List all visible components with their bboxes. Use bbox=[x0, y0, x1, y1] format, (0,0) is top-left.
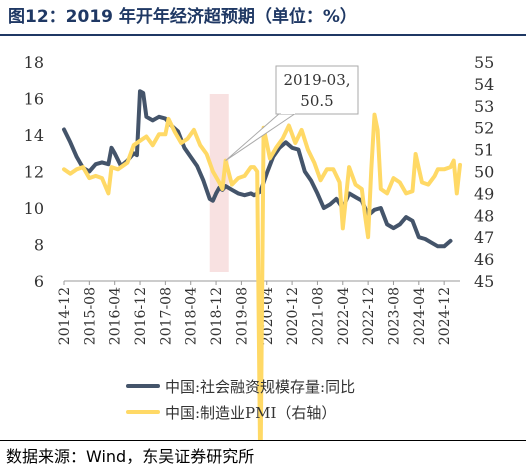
y-left-tick-label: 8 bbox=[34, 236, 44, 255]
callout-box bbox=[275, 65, 359, 115]
chart-svg: 2014-12 2015-08 2016-04 2016-12 2017-08 2018-… bbox=[24, 53, 495, 440]
x-tick-label: 2020-12 bbox=[285, 287, 301, 345]
y-right-tick-label: 50 bbox=[474, 163, 494, 182]
y-right-tick-label: 49 bbox=[474, 184, 494, 203]
legend-label: 中国:社会融资规模存量:同比 bbox=[165, 378, 355, 396]
callout-text-line2: 50.5 bbox=[300, 92, 333, 110]
x-tick-label: 2014-12 bbox=[57, 287, 73, 345]
x-tick-label: 2016-04 bbox=[108, 287, 124, 345]
axes-layer: 2014-12 2015-08 2016-04 2016-12 2017-08 2018-… bbox=[24, 53, 495, 345]
y-left-tick-label: 18 bbox=[24, 53, 44, 72]
source-note: 数据来源：Wind，东吴证券研究所 bbox=[6, 447, 255, 466]
y-right-tick-label: 51 bbox=[474, 141, 494, 160]
y-right-tick-label: 45 bbox=[474, 272, 494, 291]
y-right-tick-label: 46 bbox=[474, 250, 494, 269]
y-right-tick-label: 48 bbox=[474, 206, 494, 225]
x-tick-label: 2015-08 bbox=[82, 287, 98, 345]
legend-label: 中国:制造业PMI（右轴） bbox=[165, 404, 336, 422]
y-left-tick-label: 10 bbox=[24, 199, 44, 218]
y-right-tick-label: 53 bbox=[474, 97, 494, 116]
x-tick-label: 2018-04 bbox=[184, 287, 200, 345]
y-left-tick-label: 6 bbox=[34, 272, 44, 291]
x-tick-label: 2021-08 bbox=[310, 287, 326, 345]
y-left-tick-label: 12 bbox=[24, 163, 44, 182]
y-right-tick-label: 54 bbox=[474, 75, 494, 94]
x-tick-label: 2022-04 bbox=[336, 287, 352, 345]
x-tick-label: 2019-08 bbox=[234, 287, 250, 345]
pmi-series-line bbox=[62, 112, 462, 440]
series-layer bbox=[62, 89, 462, 440]
y-right-tick-label: 47 bbox=[474, 228, 494, 247]
y-left-tick-label: 14 bbox=[24, 126, 44, 145]
callout-text-line1: 2019-03, bbox=[283, 71, 350, 89]
x-tick-label: 2024-12 bbox=[437, 287, 453, 345]
x-tick-label: 2022-12 bbox=[361, 287, 377, 345]
x-tick-label: 2016-12 bbox=[133, 287, 149, 345]
x-tick-label: 2023-08 bbox=[386, 287, 402, 345]
x-tick-label: 2018-12 bbox=[209, 287, 225, 345]
y-right-tick-label: 52 bbox=[474, 119, 494, 138]
source-divider bbox=[0, 440, 526, 441]
x-tick-label: 2024-04 bbox=[412, 287, 428, 345]
y-right-tick-label: 55 bbox=[474, 53, 494, 72]
chart-title: 图12：2019 年开年经济超预期（单位：%） bbox=[8, 7, 357, 27]
annotation-layer: 2019-03, 50.5 bbox=[225, 65, 359, 162]
title-divider bbox=[0, 34, 526, 36]
y-left-tick-label: 16 bbox=[24, 90, 44, 109]
x-tick-label: 2017-08 bbox=[158, 287, 174, 345]
